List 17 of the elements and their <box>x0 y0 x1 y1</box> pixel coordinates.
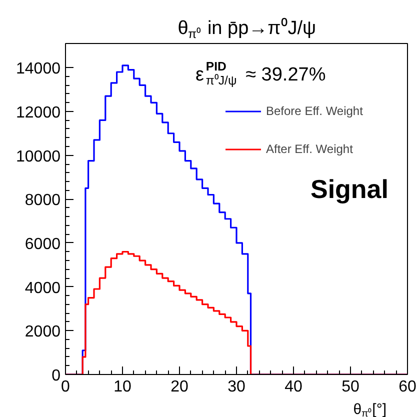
y-tick-label: 12000 <box>16 104 61 122</box>
x-tick-label: 40 <box>284 378 302 396</box>
annotation: Signal <box>310 174 388 204</box>
y-tick-label: 6000 <box>24 236 61 253</box>
x-tick-label: 30 <box>228 378 246 396</box>
x-tick-label: 60 <box>398 378 416 396</box>
x-tick-label: 10 <box>114 378 132 396</box>
x-tick-label: 50 <box>342 378 360 396</box>
legend-label: Before Eff. Weight <box>266 104 363 118</box>
y-tick-label: 14000 <box>16 60 61 78</box>
x-tick-label: 20 <box>170 378 188 396</box>
y-tick-label: 0 <box>52 368 61 384</box>
y-tick-label: 2000 <box>24 324 61 341</box>
legend-label: After Eff. Weight <box>266 142 353 156</box>
y-tick-label: 8000 <box>24 192 61 210</box>
y-tick-label: 10000 <box>16 148 61 166</box>
y-tick-label: 4000 <box>24 280 61 297</box>
